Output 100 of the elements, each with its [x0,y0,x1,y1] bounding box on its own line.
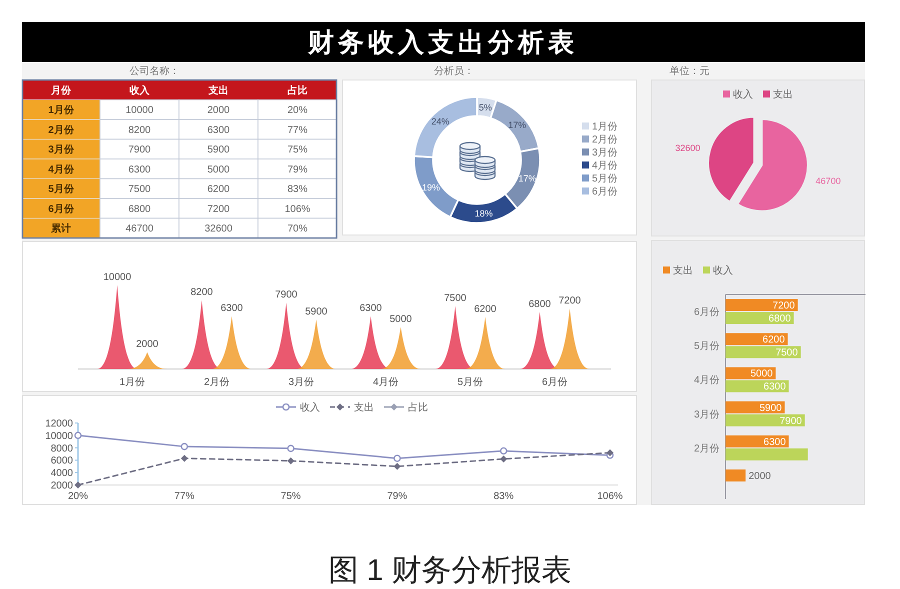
bar [726,414,805,426]
chart-title: 单位：元 [670,65,710,77]
data-label: 10000 [103,272,132,283]
y-tick-label: 6000 [50,456,74,467]
legend-label: 6月份 [592,186,618,198]
legend-label: 1月份 [592,122,618,132]
legend-label: 收入 [713,264,733,276]
legend-label: 2月份 [592,134,618,146]
data-label: 6800 [768,314,792,325]
data-label: 6300 [207,124,230,136]
point [74,482,82,488]
x-tick-label: 83% [494,491,514,502]
data-label: 7500 [776,348,798,359]
data-label: 6800 [128,204,152,215]
data-label: 7900 [780,416,802,427]
data-label: 5000 [390,314,412,325]
data-label: 6300 [764,382,786,393]
data-label: 32600 [204,224,233,235]
data-label: 46700 [126,224,154,235]
data-label: 7200 [558,296,582,307]
y2-tick-label: 75% [287,144,308,156]
data-label: 46700 [816,176,841,186]
point [180,454,188,462]
x-tick-label: 2月份 [204,377,230,388]
y-tick-label: 6月份 [694,307,720,318]
y-tick-label: 1月份 [48,104,75,116]
point [74,432,82,440]
y-tick-label: 6月份 [48,202,75,215]
y-tick-label: 5月份 [48,183,75,196]
y2-tick-label: 70% [287,224,308,235]
legend-label: 支出 [354,402,374,414]
y2-tick-label: 79% [287,164,308,176]
data-label: 5000 [207,164,230,176]
chart-title: 公司名称： [129,65,180,77]
legend-label: 支出 [673,264,693,276]
data-label: 17% [518,174,536,184]
data-label: 18% [474,208,493,219]
text: 财务收入支出分析表 [307,27,578,57]
x-tick-label: 1月份 [119,377,146,388]
point [287,457,294,464]
data-label: 19% [422,182,440,193]
y-tick-label: 4000 [50,468,74,480]
y-tick-label: 4月份 [48,163,75,176]
y2-tick-label: 106% [284,204,310,215]
x-tick-label: 3月份 [288,377,314,388]
data-label: 5900 [305,306,328,318]
bar [726,448,808,460]
data-label: 2000 [136,339,159,350]
bar [726,469,746,482]
data-label: 7200 [207,204,230,215]
y-tick-label: 累计 [50,222,71,235]
data-label: 32600 [675,142,700,153]
data-label: 6800 [528,298,552,310]
caption: 图 1 财务分析报表 [328,554,572,587]
data-label: 6300 [128,164,152,176]
legend-label: 占比 [408,402,428,414]
y2-tick-label: 83% [287,184,308,196]
data-label: 2000 [207,105,230,116]
y-tick-label: 8000 [50,443,74,454]
y2-tick-label: 20% [287,105,308,116]
legend-label: 收入 [300,402,320,414]
bar [726,346,801,358]
data-label: 6300 [360,303,382,314]
y-tick-label: 12000 [45,418,74,430]
y-tick-label: 5月份 [694,341,720,352]
x-tick-label: 79% [387,491,408,502]
y2-tick-label: 77% [287,124,308,136]
point [180,442,188,450]
x-tick-label: 6月份 [542,377,568,388]
chart-title: 分析员： [434,65,474,77]
data-label: 6200 [207,184,230,196]
data-label: 5% [478,102,492,113]
x-tick-label: 77% [174,491,195,502]
data-label: 6300 [220,303,244,314]
data-label: 7500 [444,293,467,304]
y-tick-label: 3月份 [48,144,75,156]
y-tick-label: 2000 [50,480,74,492]
data-label: 17% [508,120,526,130]
data-label: 24% [431,116,450,126]
data-label: 5900 [207,144,230,156]
y-tick-label: 2月份 [48,124,75,136]
x-tick-label: 75% [280,491,301,502]
data-label: 7200 [772,300,796,312]
point [394,462,401,470]
data-label: 6200 [762,334,786,346]
y-tick-label: 3月份 [694,409,720,420]
y-tick-label: 10000 [45,430,74,442]
point [500,447,508,455]
data-label: 6200 [474,304,497,315]
data-label: 5000 [750,368,774,380]
data-label: 7900 [128,144,152,156]
y2-axis-title: 占比 [288,84,308,96]
legend-label: 3月份 [592,148,618,158]
x-tick-label: 5月份 [457,377,484,388]
data-label: 2000 [748,470,772,482]
data-label: 6300 [764,436,786,448]
y-axis-title: 月份 [50,84,72,96]
point [287,444,294,452]
x-tick-label: 20% [68,491,88,502]
legend-label: 4月份 [592,160,618,172]
